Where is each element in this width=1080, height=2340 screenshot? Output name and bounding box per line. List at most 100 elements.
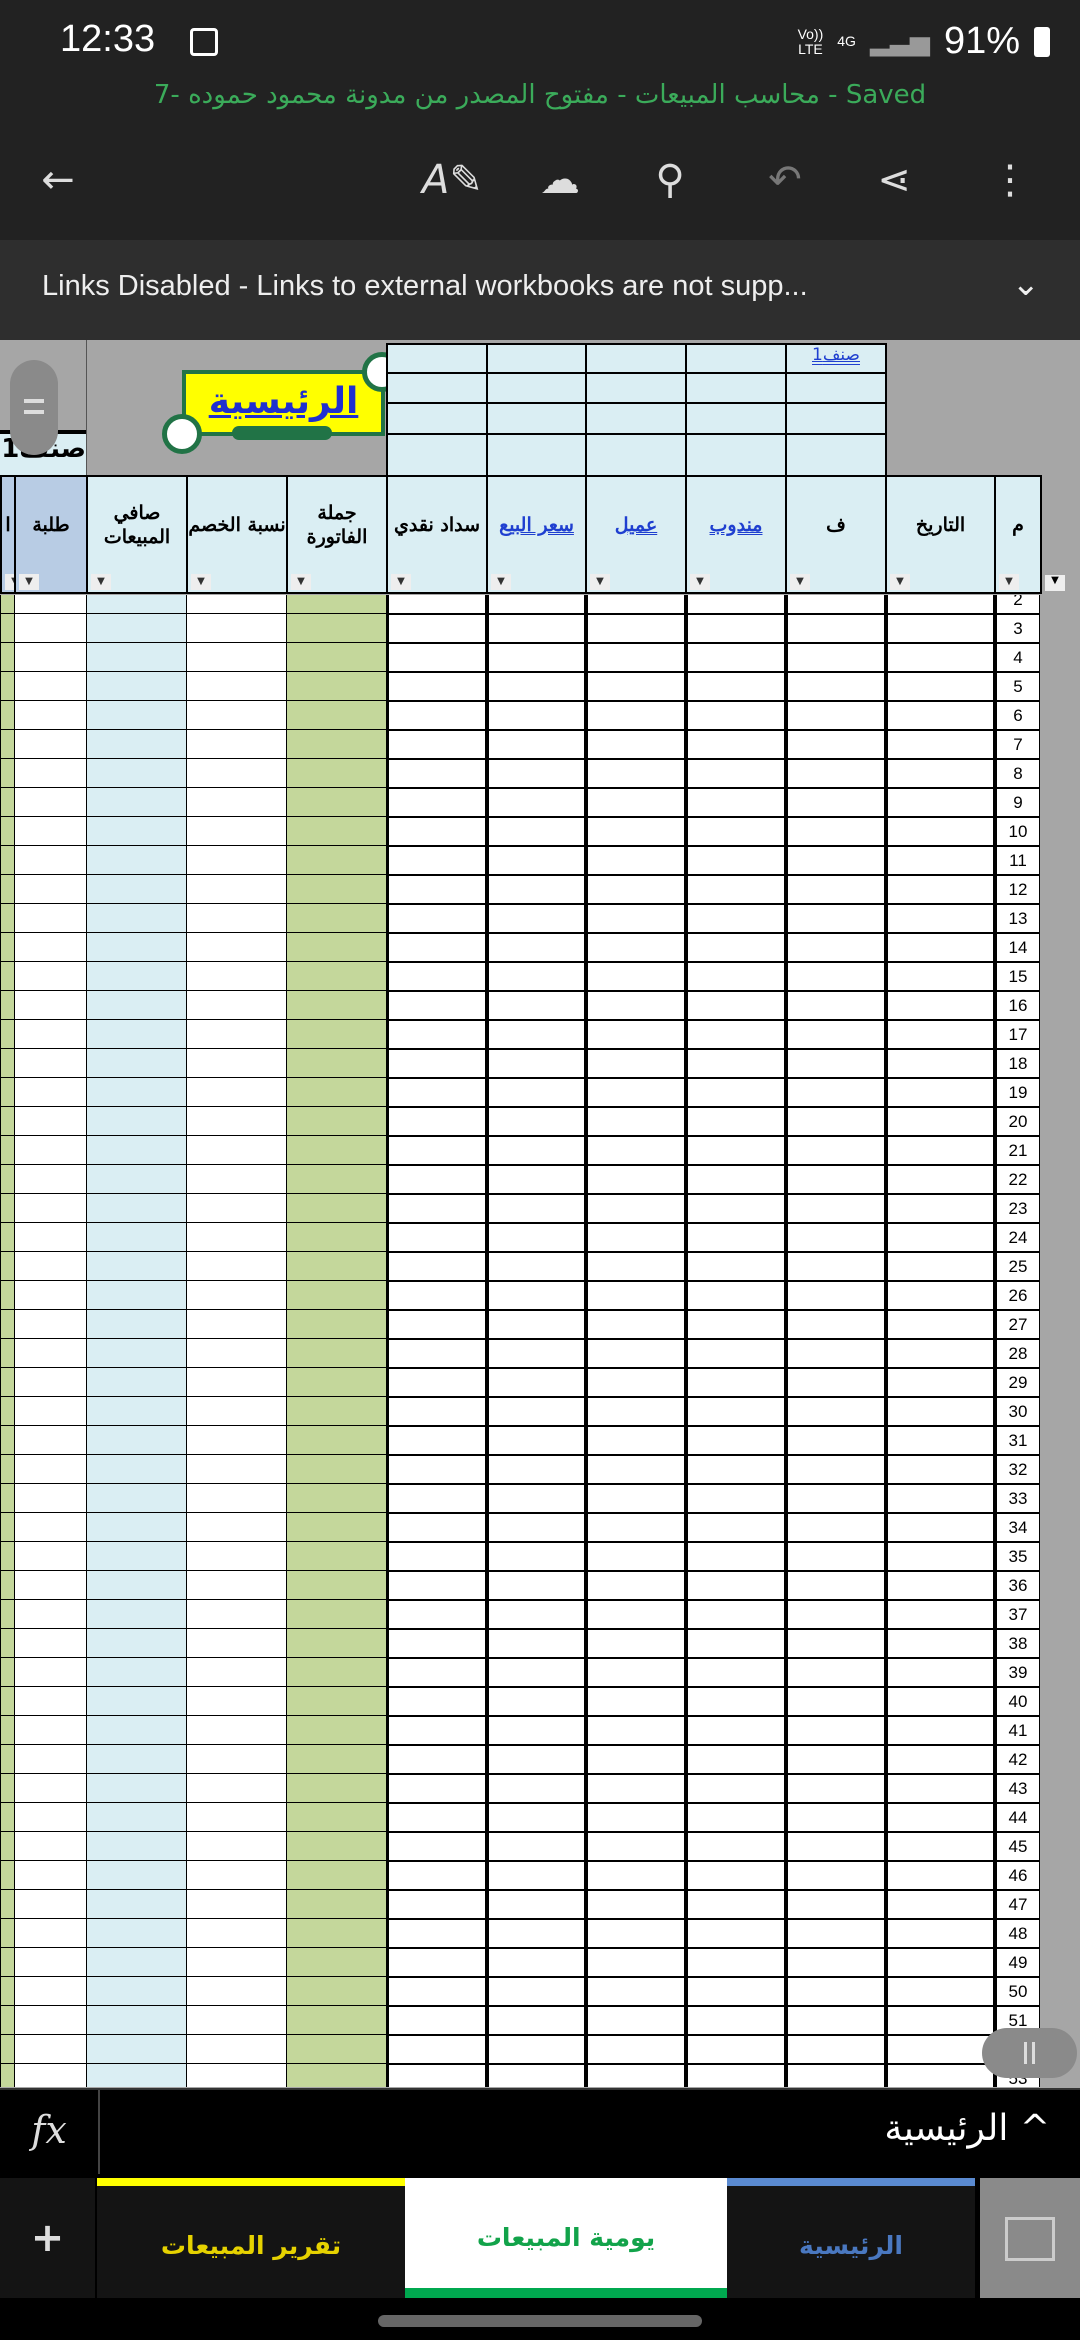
grid-cell[interactable]	[785, 1976, 887, 2007]
grid-cell[interactable]	[486, 2005, 587, 2036]
grid-cell[interactable]	[86, 729, 188, 760]
row-number[interactable]: 49	[994, 1947, 1040, 1978]
grid-cell[interactable]	[885, 1802, 996, 1833]
filter-dropdown-icon[interactable]: ▼	[391, 574, 411, 590]
grid-cell[interactable]	[885, 874, 996, 905]
grid-cell[interactable]	[785, 1512, 887, 1543]
grid-cell[interactable]	[14, 1338, 88, 1369]
grid-cell[interactable]	[386, 1715, 488, 1746]
grid-cell[interactable]	[286, 1889, 388, 1920]
grid-cell[interactable]	[486, 903, 587, 934]
grid-cell[interactable]	[186, 1773, 288, 1804]
grid-cell[interactable]	[186, 961, 288, 992]
grid-cell[interactable]	[885, 1135, 996, 1166]
grid-cell[interactable]	[286, 1541, 388, 1572]
grid-cell[interactable]	[585, 1338, 687, 1369]
grid-cell[interactable]	[685, 729, 787, 760]
grid-cell[interactable]	[785, 1309, 887, 1340]
grid-cell[interactable]	[785, 2005, 887, 2036]
grid-cell[interactable]	[785, 1686, 887, 1717]
grid-cell[interactable]	[885, 1309, 996, 1340]
grid-cell[interactable]	[14, 1396, 88, 1427]
grid-cell[interactable]	[486, 816, 587, 847]
grid-cell[interactable]	[14, 990, 88, 1021]
grid-cell[interactable]	[685, 1773, 787, 1804]
grid-cell[interactable]	[386, 1802, 488, 1833]
grid-cell[interactable]	[585, 961, 687, 992]
row-number[interactable]: 21	[994, 1135, 1040, 1166]
grid-cell[interactable]	[685, 758, 787, 789]
grid-cell[interactable]	[14, 1773, 88, 1804]
draw-icon[interactable]: A✎	[422, 157, 483, 203]
undo-icon[interactable]: ↶	[768, 157, 802, 203]
row-number[interactable]: 43	[994, 1773, 1040, 1804]
grid-cell[interactable]	[286, 1280, 388, 1311]
grid-cell[interactable]	[885, 1193, 996, 1224]
grid-cell[interactable]	[785, 990, 887, 1021]
grid-cell[interactable]	[86, 1918, 188, 1949]
row-number[interactable]: 13	[994, 903, 1040, 934]
grid-cell[interactable]	[486, 642, 587, 673]
grid-cell[interactable]	[486, 874, 587, 905]
grid-cell[interactable]	[286, 729, 388, 760]
column-header[interactable]: مندوب ▼	[685, 475, 787, 594]
grid-cell[interactable]	[386, 2063, 488, 2087]
grid-cell[interactable]	[86, 1309, 188, 1340]
grid-cell[interactable]	[14, 671, 88, 702]
grid-cell[interactable]	[86, 816, 188, 847]
grid-cell[interactable]	[186, 1048, 288, 1079]
grid-cell[interactable]	[785, 1802, 887, 1833]
grid-cell[interactable]	[585, 595, 687, 615]
grid-cell[interactable]	[86, 1164, 188, 1195]
grid-cell[interactable]	[86, 961, 188, 992]
grid-cell[interactable]	[585, 642, 687, 673]
grid-cell[interactable]	[585, 729, 687, 760]
grid-cell[interactable]	[885, 2005, 996, 2036]
grid-cell[interactable]	[186, 787, 288, 818]
grid-cell[interactable]	[486, 1541, 587, 1572]
grid-cell[interactable]	[685, 1831, 787, 1862]
grid-cell[interactable]	[685, 1541, 787, 1572]
grid-cell[interactable]	[885, 758, 996, 789]
links-disabled-banner[interactable]: Links Disabled - Links to external workb…	[0, 240, 1080, 340]
grid-cell[interactable]	[685, 671, 787, 702]
column-header[interactable]: طلبة ▼	[14, 475, 88, 594]
grid-cell[interactable]	[86, 700, 188, 731]
grid-cell[interactable]	[585, 1657, 687, 1688]
grid-cell[interactable]	[14, 1628, 88, 1659]
grid-cell[interactable]	[585, 1628, 687, 1659]
grid-cell[interactable]	[785, 1715, 887, 1746]
row-number[interactable]: 11	[994, 845, 1040, 876]
grid-cell[interactable]	[386, 1251, 488, 1282]
grid-cell[interactable]	[885, 932, 996, 963]
grid-cell[interactable]	[785, 1425, 887, 1456]
grid-cell[interactable]	[186, 1106, 288, 1137]
grid-cell[interactable]	[186, 1860, 288, 1891]
grid-cell[interactable]	[14, 2005, 88, 2036]
row-number[interactable]: 35	[994, 1541, 1040, 1572]
grid-cell[interactable]	[585, 1396, 687, 1427]
grid-cell[interactable]	[585, 700, 687, 731]
grid-cell[interactable]	[386, 1483, 488, 1514]
grid-cell[interactable]	[14, 700, 88, 731]
grid-cell[interactable]	[585, 1106, 687, 1137]
grid-cell[interactable]	[386, 1570, 488, 1601]
selection-handle[interactable]	[162, 414, 202, 454]
row-number[interactable]: 14	[994, 932, 1040, 963]
grid-cell[interactable]	[186, 1541, 288, 1572]
grid-cell[interactable]	[186, 1338, 288, 1369]
filter-dropdown-icon[interactable]: ▼	[790, 574, 810, 590]
grid-cell[interactable]	[685, 1338, 787, 1369]
row-number[interactable]: 45	[994, 1831, 1040, 1862]
grid-cell[interactable]	[585, 1135, 687, 1166]
grid-cell[interactable]	[685, 1135, 787, 1166]
grid-cell[interactable]	[785, 1918, 887, 1949]
sheet-switcher-button[interactable]	[980, 2178, 1080, 2298]
grid-cell[interactable]	[885, 1599, 996, 1630]
grid-cell[interactable]	[785, 1860, 887, 1891]
grid-cell[interactable]	[885, 1831, 996, 1862]
grid-cell[interactable]	[186, 729, 288, 760]
grid-cell[interactable]	[785, 1947, 887, 1978]
grid-cell[interactable]	[386, 845, 488, 876]
fx-icon[interactable]: fx	[0, 2090, 100, 2174]
